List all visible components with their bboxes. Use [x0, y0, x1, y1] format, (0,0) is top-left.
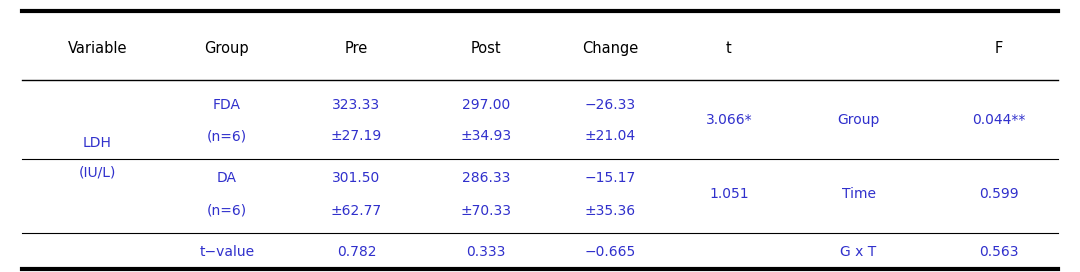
Text: 297.00: 297.00: [462, 98, 510, 112]
Text: ±27.19: ±27.19: [330, 129, 382, 143]
Text: 1.051: 1.051: [710, 187, 748, 202]
Text: −26.33: −26.33: [584, 98, 636, 112]
Text: t−value: t−value: [199, 245, 255, 259]
Text: ±35.36: ±35.36: [584, 204, 636, 218]
Text: ±62.77: ±62.77: [330, 204, 382, 218]
Text: F: F: [995, 41, 1003, 57]
Text: 0.782: 0.782: [337, 245, 376, 259]
Text: G x T: G x T: [840, 245, 877, 259]
Text: 286.33: 286.33: [462, 171, 510, 185]
Text: 0.333: 0.333: [467, 245, 505, 259]
Text: ±34.93: ±34.93: [460, 129, 512, 143]
Text: FDA: FDA: [213, 98, 241, 112]
Text: Group: Group: [204, 41, 249, 57]
Text: 323.33: 323.33: [333, 98, 380, 112]
Text: (n=6): (n=6): [206, 129, 247, 143]
Text: (IU/L): (IU/L): [79, 166, 116, 180]
Text: 0.563: 0.563: [980, 245, 1018, 259]
Text: −0.665: −0.665: [584, 245, 636, 259]
Text: ±21.04: ±21.04: [584, 129, 636, 143]
Text: t: t: [726, 41, 732, 57]
Text: (n=6): (n=6): [206, 204, 247, 218]
Text: 3.066*: 3.066*: [705, 113, 753, 127]
Text: 301.50: 301.50: [333, 171, 380, 185]
Text: Pre: Pre: [345, 41, 368, 57]
Text: DA: DA: [217, 171, 237, 185]
Text: −15.17: −15.17: [584, 171, 636, 185]
Text: Time: Time: [841, 187, 876, 202]
Text: 0.044**: 0.044**: [972, 113, 1026, 127]
Text: 0.599: 0.599: [980, 187, 1018, 202]
Text: Post: Post: [471, 41, 501, 57]
Text: Group: Group: [837, 113, 880, 127]
Text: LDH: LDH: [83, 136, 111, 150]
Text: ±70.33: ±70.33: [460, 204, 512, 218]
Text: Variable: Variable: [67, 41, 127, 57]
Text: Change: Change: [582, 41, 638, 57]
